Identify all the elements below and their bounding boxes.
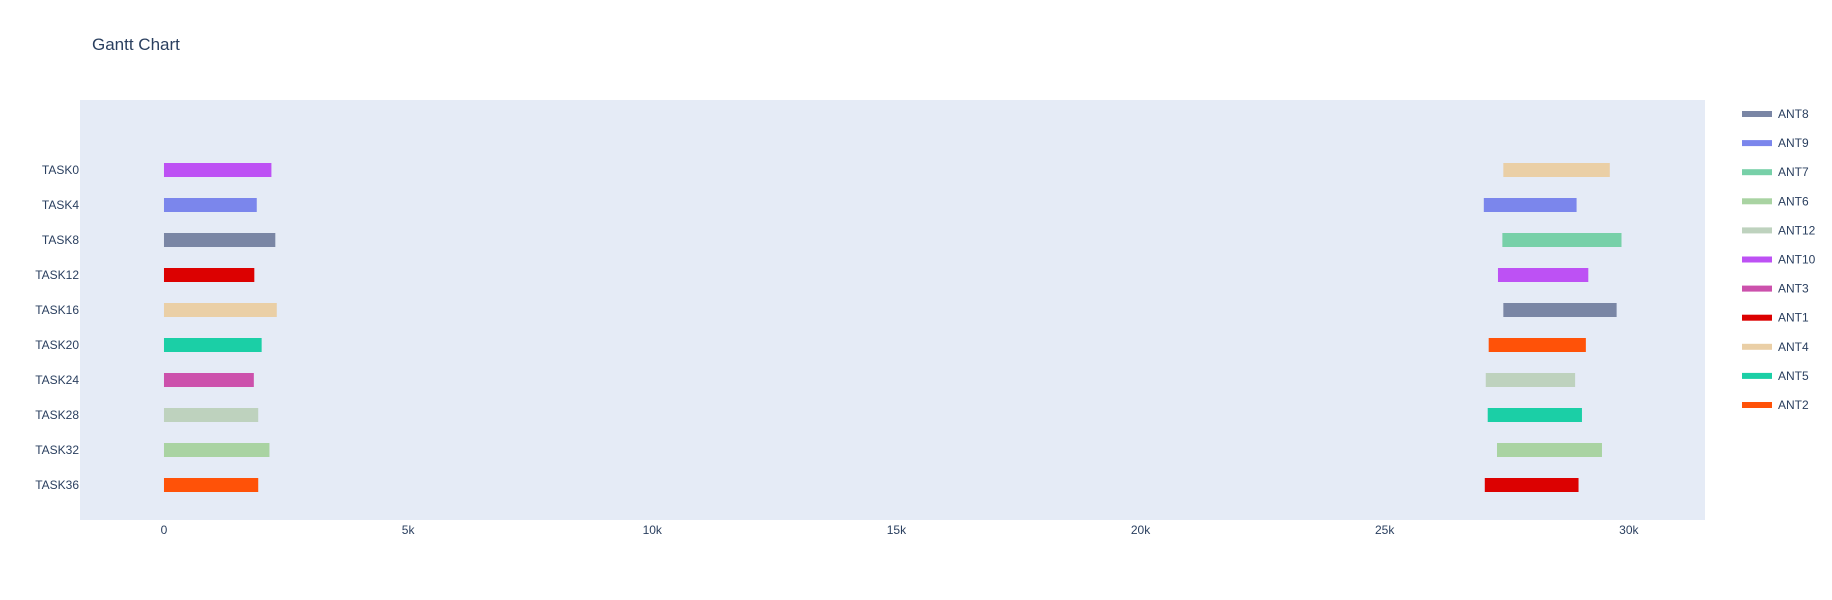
- legend-swatch-ant9: [1742, 140, 1772, 147]
- x-tick-25k: 25k: [1375, 523, 1395, 537]
- bar-ant12-task28-0[interactable]: [163, 408, 259, 422]
- x-tick-15k: 15k: [887, 523, 907, 537]
- y-tick-task12: TASK12: [35, 268, 79, 282]
- bar-ant1-task36-1[interactable]: [1484, 478, 1579, 492]
- bar-ant10-task12-1[interactable]: [1497, 268, 1589, 282]
- y-tick-task28: TASK28: [35, 408, 79, 422]
- legend-swatch-ant4: [1742, 343, 1772, 350]
- legend-swatch-ant10: [1742, 256, 1772, 263]
- legend-item-ant7[interactable]: ANT7: [1742, 165, 1809, 179]
- bar-ant7-task8-0[interactable]: [1502, 233, 1622, 247]
- bar-ant8-task16-1[interactable]: [1503, 303, 1617, 317]
- legend-label-ant6: ANT6: [1778, 194, 1809, 208]
- y-tick-task16: TASK16: [35, 303, 79, 317]
- legend-label-ant1: ANT1: [1778, 311, 1809, 325]
- y-tick-task8: TASK8: [42, 233, 79, 247]
- legend-label-ant9: ANT9: [1778, 136, 1809, 150]
- legend-label-ant12: ANT12: [1778, 223, 1816, 237]
- legend-item-ant4[interactable]: ANT4: [1742, 340, 1809, 354]
- legend-item-ant2[interactable]: ANT2: [1742, 398, 1809, 412]
- bar-ant10-task0-0[interactable]: [163, 163, 272, 177]
- y-axis: TASK0 TASK4 TASK8 TASK12 TASK16 TASK20 TASK24 T…: [35, 163, 79, 492]
- x-tick-5k: 5k: [402, 523, 416, 537]
- legend-item-ant10[interactable]: ANT10: [1742, 253, 1816, 267]
- legend-label-ant3: ANT3: [1778, 282, 1809, 296]
- legend-item-ant9[interactable]: ANT9: [1742, 136, 1809, 150]
- legend-item-ant8[interactable]: ANT8: [1742, 107, 1809, 121]
- bar-ant5-task20-0[interactable]: [163, 338, 262, 352]
- bar-ant1-task12-0[interactable]: [163, 268, 255, 282]
- legend-item-ant1[interactable]: ANT1: [1742, 311, 1809, 325]
- legend-label-ant8: ANT8: [1778, 107, 1809, 121]
- legend-swatch-ant6: [1742, 198, 1772, 205]
- legend-item-ant3[interactable]: ANT3: [1742, 282, 1809, 296]
- legend-item-ant5[interactable]: ANT5: [1742, 369, 1809, 383]
- bar-ant8-task8-0[interactable]: [163, 233, 276, 247]
- bar-ant9-task4-1[interactable]: [1483, 198, 1577, 212]
- y-tick-task4: TASK4: [42, 198, 79, 212]
- bar-layer: [163, 163, 1622, 492]
- x-tick-30k: 30k: [1619, 523, 1639, 537]
- bar-ant12-task24-1[interactable]: [1485, 373, 1576, 387]
- bar-ant4-task0-1[interactable]: [1503, 163, 1610, 177]
- bar-ant2-task20-1[interactable]: [1488, 338, 1586, 352]
- bar-ant3-task24-0[interactable]: [163, 373, 254, 387]
- legend-label-ant7: ANT7: [1778, 165, 1809, 179]
- legend-label-ant4: ANT4: [1778, 340, 1809, 354]
- bar-ant4-task16-0[interactable]: [163, 303, 277, 317]
- legend-swatch-ant1: [1742, 314, 1772, 321]
- bar-ant9-task4-0[interactable]: [163, 198, 257, 212]
- legend-swatch-ant2: [1742, 402, 1772, 408]
- legend-swatch-ant12: [1742, 227, 1772, 234]
- y-tick-task32: TASK32: [35, 443, 79, 457]
- bar-ant5-task28-1[interactable]: [1487, 408, 1582, 422]
- chart-title: Gantt Chart: [92, 35, 180, 54]
- legend[interactable]: ANT8 ANT9 ANT7 ANT6 ANT12 ANT10 ANT3 ANT1 ANT4 AN…: [1742, 107, 1816, 412]
- legend-label-ant5: ANT5: [1778, 369, 1809, 383]
- bar-ant6-task32-1[interactable]: [1496, 443, 1602, 457]
- legend-swatch-ant8: [1742, 111, 1772, 117]
- x-tick-20k: 20k: [1131, 523, 1151, 537]
- bar-ant2-task36-0[interactable]: [163, 478, 259, 492]
- legend-swatch-ant7: [1742, 169, 1772, 176]
- x-tick-10k: 10k: [643, 523, 663, 537]
- y-tick-task20: TASK20: [35, 338, 79, 352]
- y-tick-task24: TASK24: [35, 373, 79, 387]
- legend-label-ant10: ANT10: [1778, 253, 1816, 267]
- legend-item-ant12[interactable]: ANT12: [1742, 223, 1816, 237]
- legend-label-ant2: ANT2: [1778, 398, 1809, 412]
- y-tick-task36: TASK36: [35, 478, 79, 492]
- legend-swatch-ant5: [1742, 372, 1772, 379]
- legend-swatch-ant3: [1742, 285, 1772, 292]
- plot-area: [80, 100, 1705, 520]
- x-tick-0: 0: [161, 523, 168, 537]
- bar-ant6-task32-0[interactable]: [163, 443, 270, 457]
- y-tick-task0: TASK0: [42, 163, 79, 177]
- legend-item-ant6[interactable]: ANT6: [1742, 194, 1809, 208]
- x-axis: 0 5k 10k 15k 20k 25k 30k: [161, 523, 1640, 537]
